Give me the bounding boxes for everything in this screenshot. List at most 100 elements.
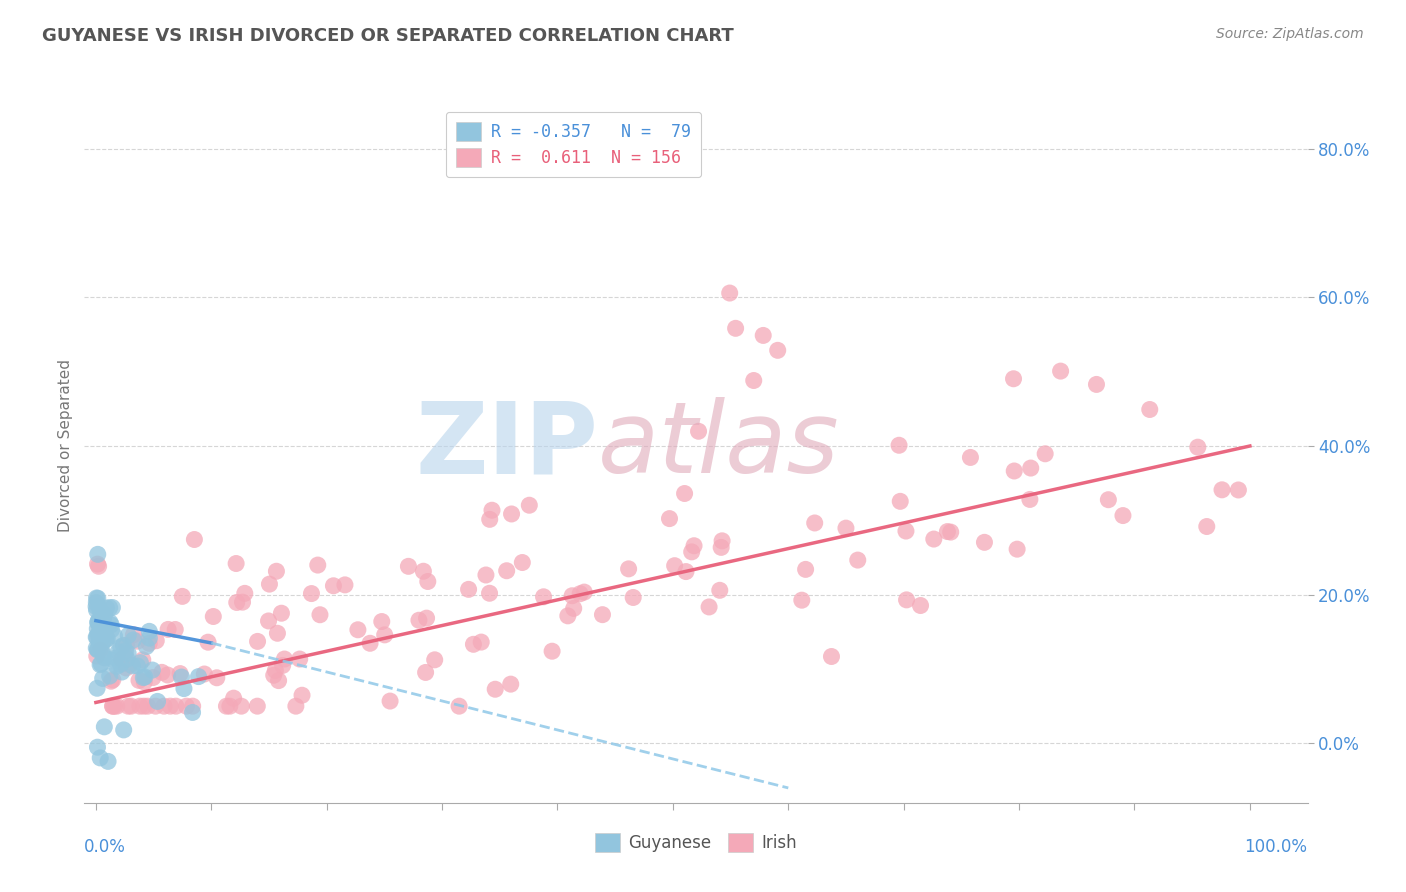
Point: [101, 600, 124, 615]
Point: [263, 668, 285, 682]
Point: [475, 568, 498, 582]
Point: [86, 557, 108, 571]
Point: [89, 642, 111, 657]
Point: [115, 652, 138, 666]
Point: [105, 659, 128, 673]
Point: [478, 512, 501, 526]
Point: [742, 374, 765, 388]
Point: [90, 643, 112, 657]
Point: [122, 628, 145, 642]
Point: [89, 629, 111, 643]
Point: [359, 636, 381, 650]
Point: [887, 438, 910, 452]
Point: [724, 321, 747, 335]
Point: [711, 533, 734, 548]
Point: [181, 699, 204, 714]
Point: [415, 665, 437, 680]
Point: [501, 507, 523, 521]
Point: [675, 565, 697, 579]
Point: [301, 586, 323, 600]
Point: [291, 688, 314, 702]
Point: [322, 579, 344, 593]
Point: [1085, 377, 1108, 392]
Point: [156, 668, 179, 682]
Point: [86, 603, 108, 617]
Point: [128, 699, 150, 714]
Point: [499, 677, 522, 691]
Point: [470, 635, 492, 649]
Point: [93, 607, 115, 622]
Point: [150, 665, 173, 680]
Point: [752, 328, 775, 343]
Point: [121, 658, 143, 673]
Point: [138, 624, 160, 639]
Point: [132, 671, 155, 685]
Point: [1005, 542, 1028, 557]
Point: [257, 614, 280, 628]
Point: [118, 657, 141, 672]
Point: [1211, 483, 1233, 497]
Point: [153, 699, 176, 714]
Point: [141, 663, 163, 677]
Point: [658, 511, 681, 525]
Point: [416, 574, 439, 589]
Point: [93, 625, 115, 640]
Point: [100, 623, 122, 637]
Point: [91, 672, 114, 686]
Point: [114, 644, 136, 658]
Point: [569, 587, 592, 601]
Point: [1002, 372, 1025, 386]
Point: [562, 601, 585, 615]
Point: [93, 650, 115, 665]
Point: [197, 635, 219, 649]
Point: [98, 600, 121, 615]
Point: [457, 582, 479, 597]
Y-axis label: Divorced or Separated: Divorced or Separated: [58, 359, 73, 533]
Point: [718, 286, 741, 301]
Point: [138, 636, 160, 650]
Point: [347, 623, 370, 637]
Point: [87, 613, 110, 627]
Point: [101, 673, 124, 687]
Point: [117, 699, 139, 714]
Point: [115, 661, 138, 675]
Point: [157, 623, 180, 637]
Point: [264, 664, 287, 678]
Point: [110, 640, 132, 654]
Point: [1187, 440, 1209, 454]
Point: [233, 586, 256, 600]
Point: [84, 630, 107, 644]
Point: [710, 541, 733, 555]
Point: [766, 343, 789, 358]
Point: [246, 634, 269, 648]
Point: [936, 524, 959, 539]
Point: [1227, 483, 1250, 497]
Point: [91, 648, 114, 662]
Point: [90, 657, 112, 671]
Point: [105, 699, 128, 714]
Point: [396, 559, 419, 574]
Point: [423, 653, 446, 667]
Point: [1018, 492, 1040, 507]
Point: [803, 516, 825, 530]
Point: [205, 671, 228, 685]
Point: [333, 578, 356, 592]
Point: [709, 583, 731, 598]
Point: [271, 658, 294, 673]
Point: [86, 740, 108, 755]
Point: [1112, 508, 1135, 523]
Point: [541, 644, 564, 658]
Point: [93, 616, 115, 631]
Point: [103, 699, 125, 714]
Point: [273, 652, 295, 666]
Point: [517, 498, 540, 512]
Point: [371, 615, 394, 629]
Point: [193, 667, 215, 681]
Point: [1033, 447, 1056, 461]
Point: [270, 606, 292, 620]
Point: [533, 590, 555, 604]
Point: [87, 591, 110, 606]
Point: [100, 674, 122, 689]
Point: [484, 682, 506, 697]
Text: 0.0%: 0.0%: [84, 838, 127, 856]
